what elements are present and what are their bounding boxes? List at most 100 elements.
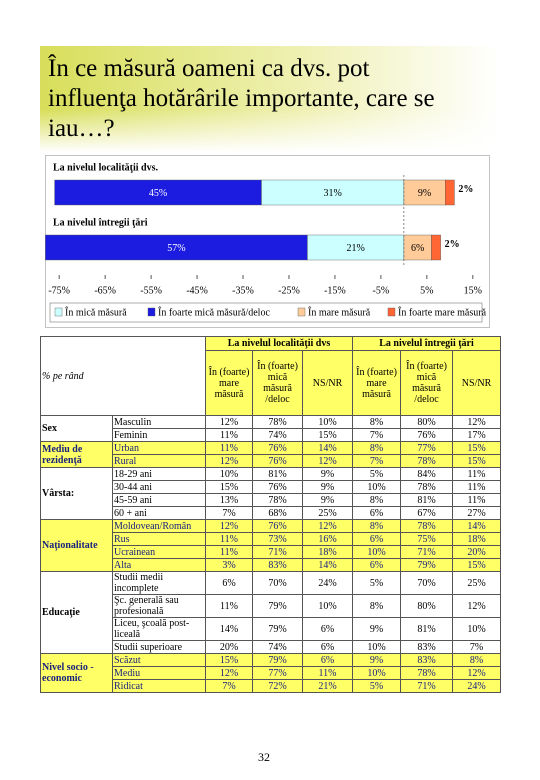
cell: 10% <box>352 545 402 559</box>
cell: 10% <box>352 640 402 654</box>
cell: 24% <box>302 571 354 595</box>
table-row: Studii superioare 20% 74% 6% 10% 83% 7% <box>41 640 502 654</box>
cell: 83% <box>400 640 454 654</box>
row-label: 60 + ani <box>111 506 207 520</box>
legend-label: În mică măsură <box>65 306 127 318</box>
table-row: Feminin 11% 74% 15% 7% 76% 17% <box>41 428 502 442</box>
section-label: Naţionalitate <box>40 519 113 572</box>
cell: 83% <box>252 558 304 572</box>
cell: 68% <box>252 506 304 520</box>
cell: 11% <box>205 532 254 546</box>
cell: 12% <box>302 519 354 533</box>
row-label: Ucrainean <box>111 545 207 559</box>
cell: 7% <box>352 428 402 442</box>
cell: 72% <box>252 679 304 693</box>
cell: 80% <box>400 415 454 429</box>
cell: 15% <box>205 480 254 494</box>
cell: 8% <box>352 519 402 533</box>
cell: 71% <box>252 545 304 559</box>
table-row: Mediu 12% 77% 11% 10% 78% 12% <box>41 666 502 680</box>
cell: 77% <box>400 441 454 455</box>
cell: 71% <box>400 545 454 559</box>
cell: 11% <box>452 480 502 494</box>
cell: 70% <box>252 571 304 595</box>
cell: 81% <box>252 467 304 481</box>
cell: 80% <box>400 594 454 618</box>
table-row: Nivel socio - economic Scăzut 15% 79% 6% 9% 83… <box>40 653 502 693</box>
cell: 5% <box>352 679 402 693</box>
row-label: Rus <box>111 532 207 546</box>
x-tick-label: 5% <box>420 285 433 296</box>
table-row: Şc. generală sau profesională 11% 79% 10% 8%… <box>41 594 502 618</box>
cell: 78% <box>252 493 304 507</box>
cell: 79% <box>252 594 304 618</box>
title-block: În ce măsură oameni ca dvs. pot influenţ… <box>40 46 500 152</box>
table-row: În (foarte) mare măsură În (foarte) mică … <box>41 350 502 416</box>
data-label: 31% <box>323 188 341 199</box>
cell: 21% <box>302 679 354 693</box>
cell: 81% <box>400 493 454 507</box>
data-label: 9% <box>418 188 431 199</box>
cell: 6% <box>302 640 354 654</box>
cell: 7% <box>352 454 402 468</box>
x-tick-label: -55% <box>140 285 162 296</box>
data-label: 21% <box>346 243 364 254</box>
row-label: Studii medii incomplete <box>111 571 207 595</box>
cell: 77% <box>252 666 304 680</box>
cell: 9% <box>352 617 402 641</box>
cell: 11% <box>205 594 254 618</box>
cell: 78% <box>400 454 454 468</box>
chart: La nivelul localităţii dvs. 31% 45% 9% 2% La … <box>45 155 490 328</box>
group-header: La nivelul întregii ţări <box>352 336 502 351</box>
cell: 79% <box>400 558 454 572</box>
data-label: 57% <box>167 243 185 254</box>
cell: 11% <box>302 666 354 680</box>
cell: 78% <box>400 480 454 494</box>
column-header: În (foarte) mare măsură <box>205 350 254 416</box>
cell: 76% <box>252 519 304 533</box>
cell: 12% <box>452 666 502 680</box>
cell: 7% <box>205 506 254 520</box>
cell: 16% <box>302 532 354 546</box>
bar-segment <box>431 234 441 261</box>
cell: 15% <box>452 441 502 455</box>
cell: 12% <box>452 594 502 618</box>
data-label: 2% <box>445 239 460 250</box>
cell: 12% <box>205 454 254 468</box>
section-label: Vârsta: <box>40 467 113 520</box>
column-header: NS/NR <box>302 350 354 416</box>
bar-segment <box>54 179 262 206</box>
x-tick-label: -35% <box>232 285 254 296</box>
cell: 9% <box>302 493 354 507</box>
cell: 70% <box>400 571 454 595</box>
x-tick-label: -65% <box>94 285 116 296</box>
cell: 10% <box>302 594 354 618</box>
corner-label: % pe rând <box>39 336 207 416</box>
row-label: 18-29 ani <box>111 467 207 481</box>
cell: 14% <box>302 558 354 572</box>
cell: 5% <box>352 571 402 595</box>
row-label: Moldovean/Român <box>111 519 207 533</box>
row-label: Ridicat <box>111 679 207 693</box>
section-label: Sex <box>40 415 113 442</box>
row-label: Urban <box>111 441 207 455</box>
legend-swatch <box>147 307 156 317</box>
cell: 84% <box>400 467 454 481</box>
table-row: Mediu de rezidenţă Urban 11% 76% 14% 8% 77% 15% <box>40 441 502 468</box>
cell: 6% <box>352 506 402 520</box>
legend-label: În foarte mică măsură/deloc <box>158 306 270 318</box>
x-tick-label: -5% <box>373 285 390 296</box>
cell: 8% <box>352 493 402 507</box>
cell: 76% <box>252 441 304 455</box>
cell: 5% <box>352 467 402 481</box>
cell: 10% <box>302 415 354 429</box>
cell: 20% <box>452 545 502 559</box>
cell: 6% <box>302 617 354 641</box>
table-row: Naţionalitate Moldovean/Român 12% 76% 12% 8% 7… <box>40 519 502 572</box>
column-header: NS/NR <box>452 350 502 416</box>
table: % pe rând La nivelul localităţii dvs La ni… <box>39 336 502 693</box>
cell: 79% <box>252 617 304 641</box>
legend-frame <box>49 302 483 323</box>
cell: 7% <box>205 679 254 693</box>
table-row: Educaţie Studii medii incomplete 6% 70% 24% 5… <box>40 571 502 654</box>
